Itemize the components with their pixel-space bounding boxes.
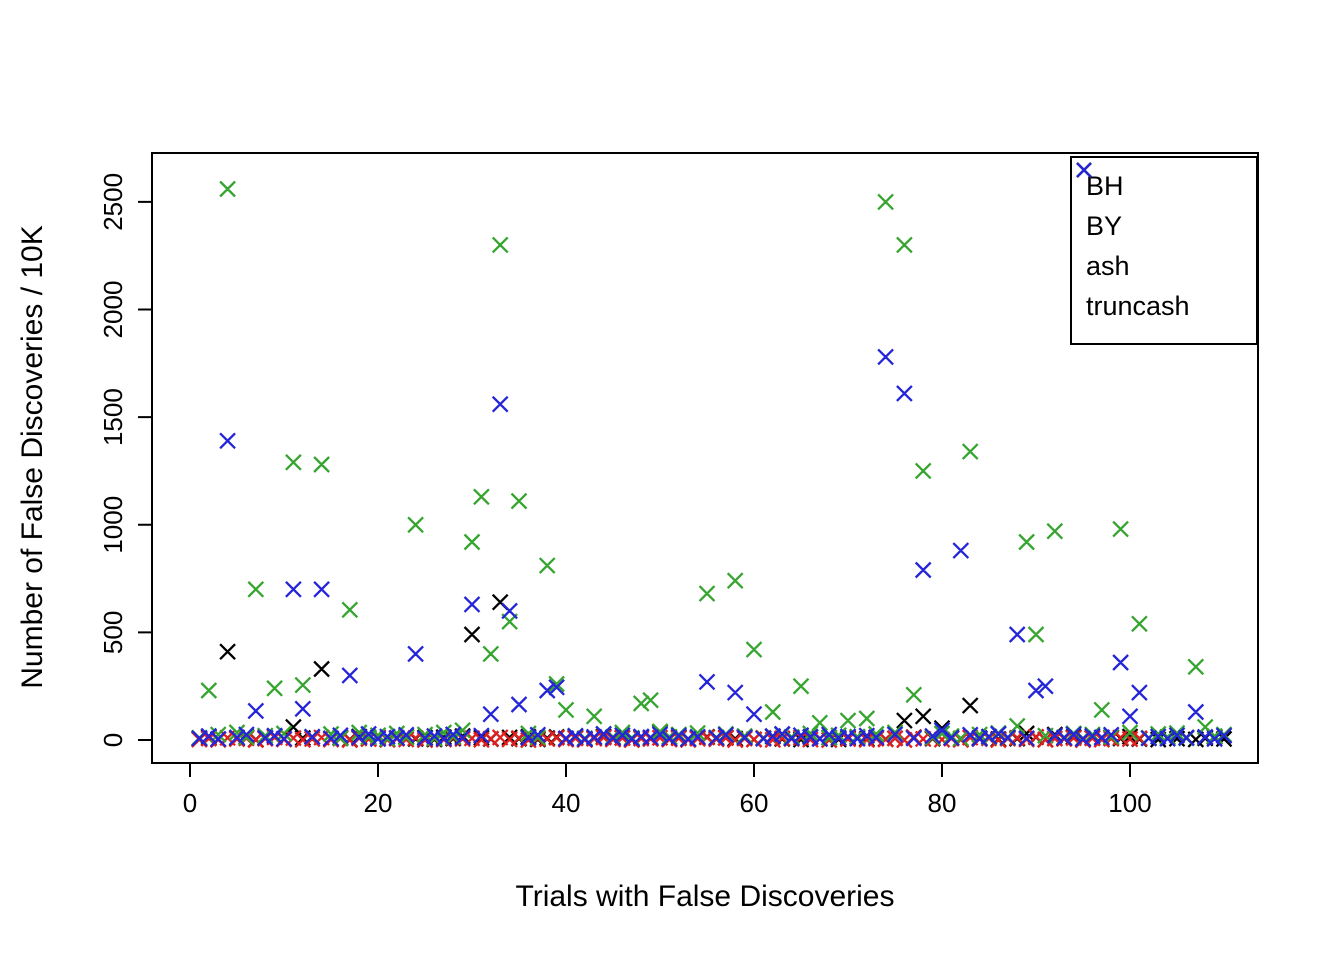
legend-item-by: BY — [1076, 162, 1256, 246]
svg-text:1000: 1000 — [98, 496, 128, 554]
y-axis-title: Number of False Discoveries / 10K — [16, 225, 49, 689]
x-marker-icon — [1076, 162, 1092, 178]
svg-text:1500: 1500 — [98, 388, 128, 446]
legend-label: BH — [1086, 170, 1124, 201]
legend-item-bh: BH — [1076, 162, 1256, 206]
legend-label: BY — [1086, 210, 1123, 241]
legend-item-truncash: truncash — [1076, 162, 1256, 326]
svg-text:40: 40 — [552, 788, 581, 818]
chart-legend: BH BY ash truncash — [1070, 156, 1258, 345]
legend-item-ash: ash — [1076, 162, 1256, 286]
svg-text:100: 100 — [1108, 788, 1151, 818]
svg-text:80: 80 — [928, 788, 957, 818]
legend-label: ash — [1086, 250, 1130, 281]
svg-text:0: 0 — [98, 733, 128, 747]
svg-text:0: 0 — [183, 788, 197, 818]
legend-label: truncash — [1086, 290, 1190, 321]
x-axis-title: Trials with False Discoveries — [515, 880, 895, 913]
svg-text:500: 500 — [98, 611, 128, 654]
svg-text:2500: 2500 — [98, 173, 128, 231]
svg-text:2000: 2000 — [98, 281, 128, 339]
svg-text:20: 20 — [364, 788, 393, 818]
svg-text:60: 60 — [740, 788, 769, 818]
